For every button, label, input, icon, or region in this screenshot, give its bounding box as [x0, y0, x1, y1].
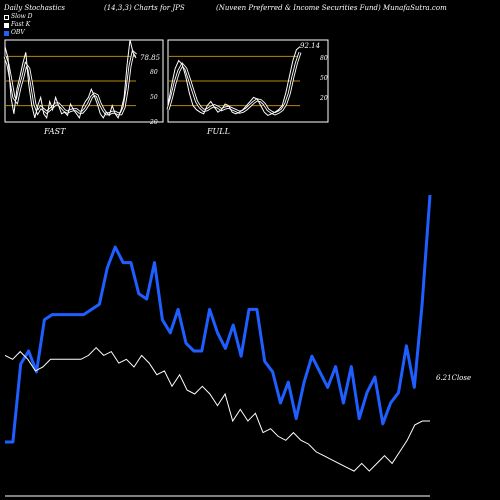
- legend-item-fast-k: Fast K: [4, 21, 33, 29]
- fast-last-label: 78.85: [140, 54, 161, 62]
- full-last-label: 92.14: [300, 42, 320, 50]
- full-panel-title: FULL: [206, 127, 230, 136]
- full-tick-50: 50: [320, 75, 328, 82]
- full-fast-k-line: [167, 46, 301, 116]
- full-slow-d-line: [166, 51, 302, 116]
- price-line: [4, 346, 430, 472]
- fast-fast-k-line: [4, 39, 137, 120]
- legend-swatch: [4, 14, 9, 20]
- fast-panel-title: FAST: [43, 127, 66, 136]
- full-slow-d-inner: [167, 52, 301, 115]
- header-right: (Nuveen Preferred & Income Securities Fu…: [216, 4, 447, 12]
- legend: Slow D Fast K OBV: [4, 13, 33, 37]
- fast-panel: 78.85 80 50 20 FAST: [3, 39, 164, 136]
- legend-swatch: [4, 30, 9, 36]
- legend-label: Fast K: [11, 21, 31, 28]
- main-panel: 6.21Close: [4, 194, 471, 497]
- fast-tick-80: 80: [150, 69, 158, 76]
- full-tick-20: 20: [319, 95, 328, 102]
- legend-swatch: [4, 22, 9, 28]
- header-left: Daily Stochastics: [4, 4, 66, 12]
- fast-tick-20: 20: [149, 119, 158, 126]
- legend-item-slow-d: Slow D: [4, 13, 33, 21]
- legend-item-obv: OBV: [4, 29, 33, 37]
- full-tick-80: 80: [320, 55, 328, 62]
- fast-tick-50: 50: [150, 94, 158, 101]
- header-mid: (14,3,3) Charts for JPS: [104, 4, 185, 12]
- close-label: 6.21Close: [436, 374, 471, 382]
- legend-label: Slow D: [11, 13, 33, 20]
- obv-line: [5, 194, 432, 444]
- full-panel: 92.14 80 50 20 FULL: [166, 39, 329, 136]
- legend-label: OBV: [11, 29, 25, 36]
